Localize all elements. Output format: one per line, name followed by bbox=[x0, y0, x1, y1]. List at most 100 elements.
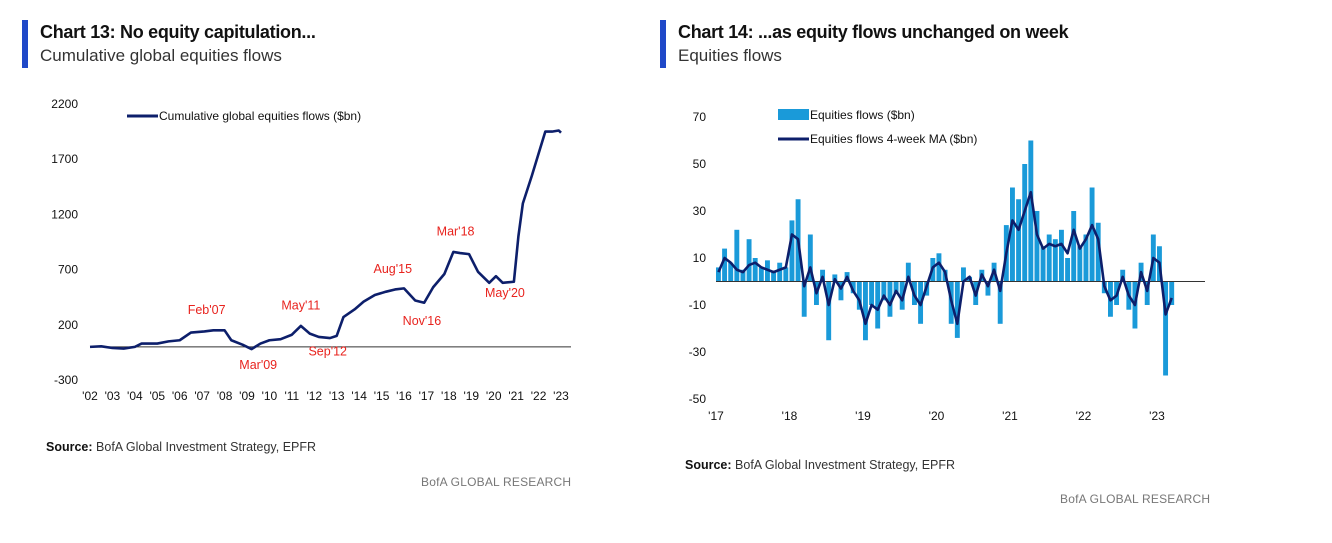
right-flow-bar bbox=[856, 281, 862, 310]
right-flow-bar bbox=[881, 281, 887, 301]
right-flow-bar bbox=[722, 248, 728, 282]
left-annotation: Mar'09 bbox=[239, 358, 277, 372]
right-flow-bar bbox=[771, 272, 777, 282]
right-y-tick-label: -30 bbox=[689, 345, 707, 359]
right-flow-bar bbox=[1077, 246, 1083, 282]
left-annotation: Aug'15 bbox=[374, 262, 413, 276]
right-flow-bar bbox=[1034, 211, 1040, 282]
right-flow-bar bbox=[1144, 281, 1150, 305]
right-flow-bar bbox=[997, 281, 1003, 324]
left-x-tick-label: '17 bbox=[419, 389, 435, 403]
right-flow-bar bbox=[1169, 281, 1175, 305]
left-x-tick-label: '21 bbox=[508, 389, 524, 403]
left-annotation: Sep'12 bbox=[308, 345, 347, 359]
right-flow-bar bbox=[746, 239, 752, 282]
left-x-tick-label: '20 bbox=[486, 389, 502, 403]
right-chart-header: Chart 14: ...as equity flows unchanged o… bbox=[660, 20, 1069, 68]
left-y-tick-label: 700 bbox=[58, 263, 78, 277]
right-flow-bar bbox=[875, 281, 881, 329]
left-y-tick-label: 200 bbox=[58, 318, 78, 332]
right-legend-bar-swatch bbox=[778, 109, 809, 120]
left-y-tick-label: 1200 bbox=[51, 207, 78, 221]
right-chart-title: Chart 14: ...as equity flows unchanged o… bbox=[678, 22, 1069, 42]
left-series-line bbox=[89, 129, 562, 351]
left-legend-label: Cumulative global equities flows ($bn) bbox=[159, 109, 361, 123]
right-source-label: Source: bbox=[685, 458, 732, 472]
right-flow-bar bbox=[1046, 234, 1052, 282]
right-flow-bar bbox=[728, 262, 734, 282]
right-flow-bar bbox=[863, 281, 868, 341]
right-flow-bar bbox=[801, 281, 807, 317]
right-y-tick-label: 70 bbox=[693, 110, 707, 124]
left-chart-title: Chart 13: No equity capitulation... bbox=[40, 22, 316, 42]
left-chart-header: Chart 13: No equity capitulation... Cumu… bbox=[22, 20, 316, 68]
right-flow-bar bbox=[887, 281, 893, 317]
right-ma-line bbox=[717, 190, 1173, 326]
left-x-tick-label: '09 bbox=[239, 389, 255, 403]
right-legend-bar-label: Equities flows ($bn) bbox=[810, 108, 915, 122]
right-flow-bar bbox=[740, 269, 746, 282]
left-x-tick-label: '08 bbox=[217, 389, 233, 403]
right-flow-bar bbox=[961, 267, 966, 282]
right-source: Source: BofA Global Investment Strategy,… bbox=[685, 458, 955, 472]
right-flow-bar bbox=[1089, 187, 1095, 282]
left-x-tick-label: '04 bbox=[127, 389, 143, 403]
right-flow-bar bbox=[1083, 234, 1089, 282]
right-flow-bar bbox=[734, 229, 740, 282]
right-flow-bar bbox=[905, 262, 911, 282]
right-flow-bar bbox=[1016, 199, 1022, 282]
right-flow-bar bbox=[985, 281, 991, 296]
left-x-tick-label: '11 bbox=[284, 389, 299, 403]
right-x-tick-label: '20 bbox=[929, 409, 945, 423]
right-y-tick-label: -10 bbox=[689, 298, 707, 312]
right-flow-bar bbox=[936, 253, 942, 282]
left-x-tick-label: '03 bbox=[105, 389, 121, 403]
left-x-tick-label: '15 bbox=[374, 389, 390, 403]
left-chart-subtitle: Cumulative global equities flows bbox=[40, 46, 282, 65]
left-x-tick-label: '22 bbox=[531, 389, 547, 403]
right-x-tick-label: '22 bbox=[1076, 409, 1092, 423]
right-x-tick-label: '23 bbox=[1149, 409, 1165, 423]
right-flow-bar bbox=[1059, 229, 1064, 282]
right-brand: BofA GLOBAL RESEARCH bbox=[1060, 492, 1211, 506]
left-x-tick-label: '07 bbox=[194, 389, 210, 403]
right-flow-bar bbox=[1028, 140, 1034, 282]
left-x-tick-label: '10 bbox=[262, 389, 278, 403]
right-flow-bar bbox=[893, 281, 899, 294]
right-flow-bar bbox=[850, 281, 856, 294]
left-x-tick-label: '02 bbox=[82, 389, 98, 403]
left-x-tick-label: '16 bbox=[396, 389, 412, 403]
left-x-tick-label: '05 bbox=[149, 389, 165, 403]
right-flow-bar bbox=[716, 267, 721, 282]
right-flow-bar bbox=[1052, 239, 1058, 282]
right-legend-line-label: Equities flows 4-week MA ($bn) bbox=[810, 132, 977, 146]
right-flow-bar bbox=[783, 267, 789, 282]
left-brand: BofA GLOBAL RESEARCH bbox=[421, 475, 572, 489]
right-flow-bar bbox=[1065, 258, 1071, 282]
left-y-tick-label: 2200 bbox=[51, 97, 78, 111]
right-flow-bar bbox=[789, 220, 795, 282]
right-y-tick-label: 30 bbox=[693, 204, 707, 218]
left-annotation: Nov'16 bbox=[403, 314, 442, 328]
right-flow-bar bbox=[758, 267, 764, 282]
right-x-tick-label: '17 bbox=[708, 409, 724, 423]
left-x-tick-label: '19 bbox=[463, 389, 479, 403]
left-x-tick-label: '12 bbox=[306, 389, 322, 403]
right-flow-bar bbox=[777, 262, 783, 282]
right-flow-bar bbox=[826, 281, 832, 341]
right-flow-bar bbox=[1163, 281, 1169, 376]
right-source-text: BofA Global Investment Strategy, EPFR bbox=[735, 458, 956, 472]
left-annotation: Mar'18 bbox=[437, 224, 475, 238]
right-flow-bar bbox=[752, 258, 758, 282]
right-flow-bar bbox=[1071, 211, 1077, 282]
right-flow-bar bbox=[1095, 222, 1101, 282]
left-x-tick-label: '06 bbox=[172, 389, 188, 403]
left-annotation: May'11 bbox=[281, 298, 320, 312]
left-y-tick-label: 1700 bbox=[51, 152, 78, 166]
left-x-tick-label: '14 bbox=[351, 389, 367, 403]
left-x-tick-label: '23 bbox=[553, 389, 569, 403]
left-source-text: BofA Global Investment Strategy, EPFR bbox=[96, 440, 317, 454]
left-source: Source: BofA Global Investment Strategy,… bbox=[46, 440, 316, 454]
right-chart-subtitle: Equities flows bbox=[678, 46, 782, 65]
